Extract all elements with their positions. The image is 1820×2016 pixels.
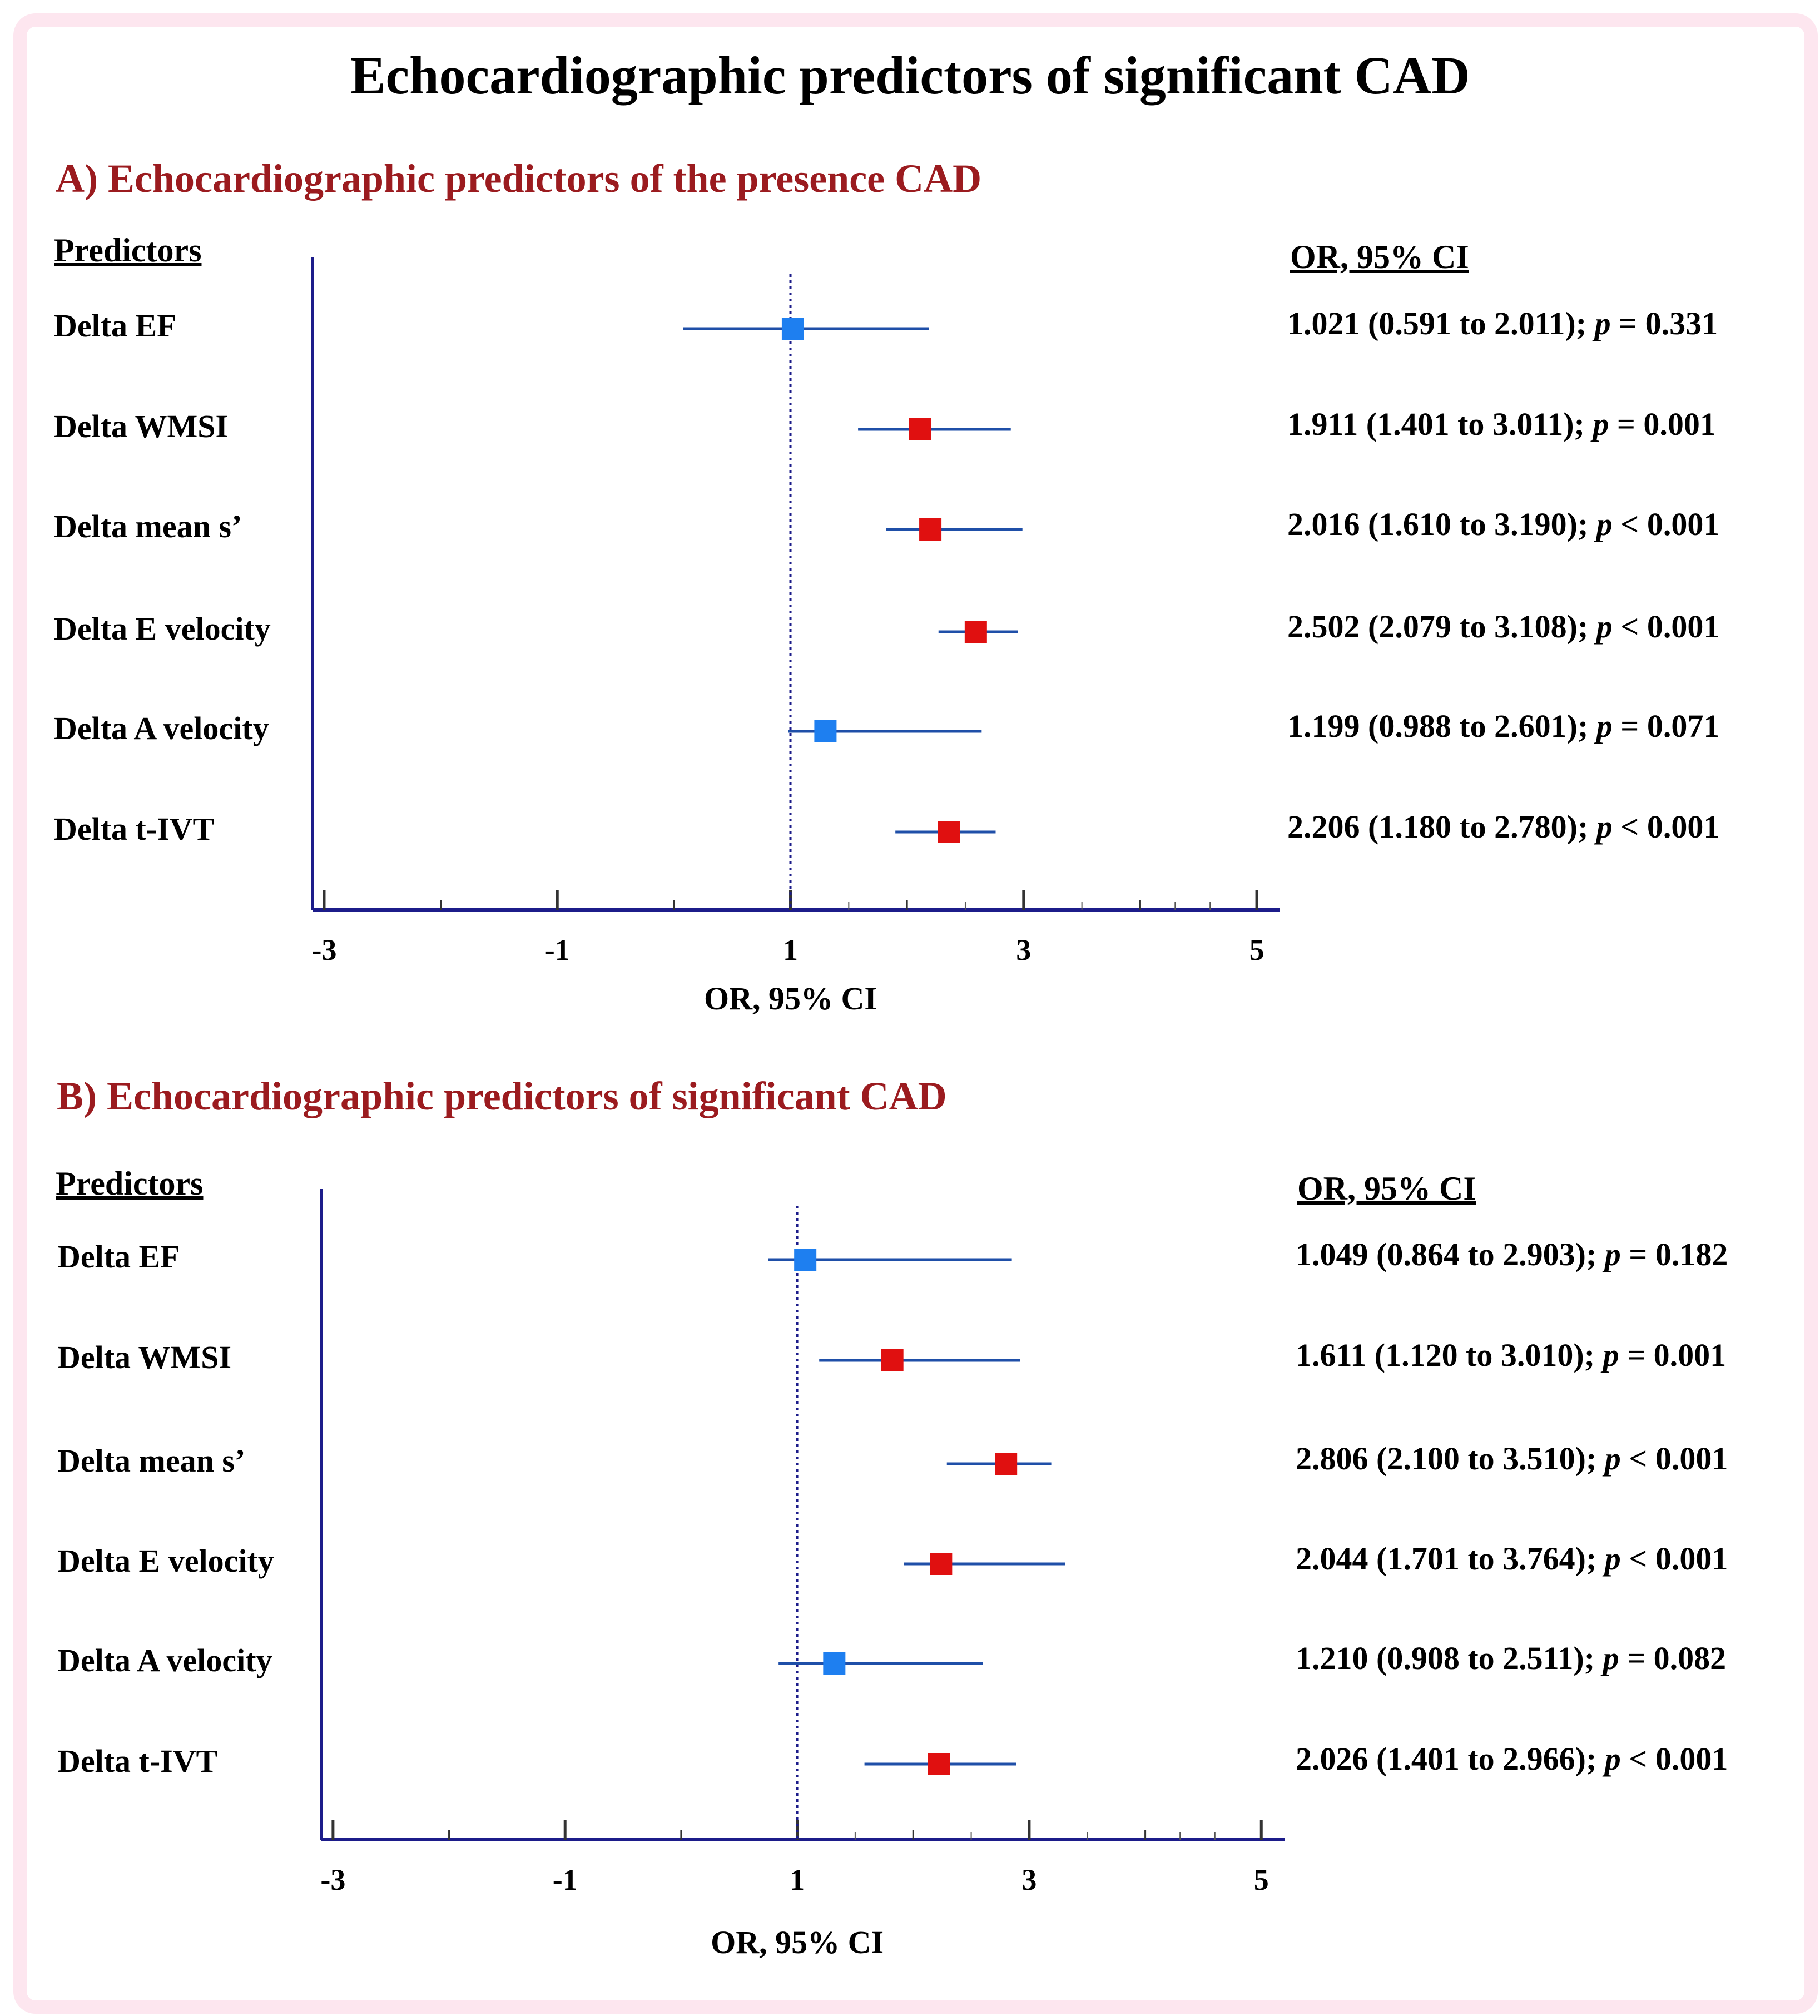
or-ci-text: 2.806 (2.100 to 3.510); p < 0.001 [1296, 1440, 1728, 1477]
or-ci-text: 2.044 (1.701 to 3.764); p < 0.001 [1296, 1541, 1728, 1577]
predictor-label: Delta EF [57, 1239, 180, 1275]
x-tick-label: 3 [1016, 933, 1031, 967]
x-tick-label: 1 [783, 933, 798, 967]
or-ci-text: 2.016 (1.610 to 3.190); p < 0.001 [1287, 506, 1720, 542]
predictor-label: Delta mean s’ [54, 508, 242, 544]
x-tick-label: 5 [1254, 1863, 1269, 1896]
predictor-label: Delta WMSI [57, 1339, 232, 1375]
or-ci-text: 2.502 (2.079 to 3.108); p < 0.001 [1287, 608, 1720, 645]
predictor-label: Delta E velocity [57, 1543, 274, 1579]
panel-a-title: A) Echocardiographic predictors of the p… [56, 156, 982, 201]
panel-a-predictors-header: Predictors [54, 232, 202, 269]
or-ci-text: 1.210 (0.908 to 2.511); p = 0.082 [1296, 1640, 1727, 1676]
or-ci-text: 1.199 (0.988 to 2.601); p = 0.071 [1287, 708, 1720, 744]
or-ci-text: 2.026 (1.401 to 2.966); p < 0.001 [1296, 1741, 1728, 1777]
predictor-label: Delta E velocity [54, 611, 271, 647]
or-ci-text: 1.611 (1.120 to 3.010); p = 0.001 [1296, 1337, 1727, 1373]
or-marker [881, 1349, 904, 1371]
or-marker [919, 518, 942, 541]
x-tick-label: -1 [545, 933, 570, 967]
predictor-label: Delta t-IVT [54, 811, 215, 847]
or-marker [928, 1753, 950, 1775]
or-marker [995, 1453, 1018, 1475]
or-marker [794, 1249, 817, 1271]
or-marker [814, 720, 837, 742]
x-tick-label: -1 [553, 1863, 578, 1896]
figure-title: Echocardiographic predictors of signific… [350, 46, 1470, 105]
predictor-label: Delta A velocity [57, 1642, 272, 1678]
or-marker [909, 418, 931, 440]
or-marker [964, 621, 987, 643]
x-axis-label: OR, 95% CI [704, 980, 877, 1017]
or-ci-text: 1.021 (0.591 to 2.011); p = 0.331 [1287, 305, 1718, 341]
panel-a-stats-header: OR, 95% CI [1290, 239, 1469, 275]
predictor-label: Delta A velocity [54, 710, 269, 746]
or-ci-text: 2.206 (1.180 to 2.780); p < 0.001 [1287, 809, 1720, 845]
x-tick-label: 5 [1249, 933, 1264, 967]
x-tick-label: 3 [1021, 1863, 1037, 1896]
or-marker [781, 318, 804, 340]
x-tick-label: -3 [320, 1863, 345, 1896]
or-ci-text: 1.049 (0.864 to 2.903); p = 0.182 [1296, 1236, 1728, 1272]
or-ci-text: 1.911 (1.401 to 3.011); p = 0.001 [1287, 406, 1716, 442]
x-tick-label: -3 [311, 933, 336, 967]
x-axis-label: OR, 95% CI [711, 1924, 884, 1960]
predictor-label: Delta mean s’ [57, 1443, 246, 1479]
x-tick-label: 1 [790, 1863, 805, 1896]
panel-b-predictors-header: Predictors [56, 1165, 204, 1202]
or-marker [930, 1553, 953, 1575]
or-marker [938, 821, 960, 843]
predictor-label: Delta EF [54, 308, 177, 344]
panel-b-title: B) Echocardiographic predictors of signi… [57, 1074, 947, 1118]
predictor-label: Delta t-IVT [57, 1743, 218, 1779]
predictor-label: Delta WMSI [54, 408, 229, 444]
panel-b-stats-header: OR, 95% CI [1297, 1170, 1476, 1207]
or-marker [823, 1652, 846, 1675]
